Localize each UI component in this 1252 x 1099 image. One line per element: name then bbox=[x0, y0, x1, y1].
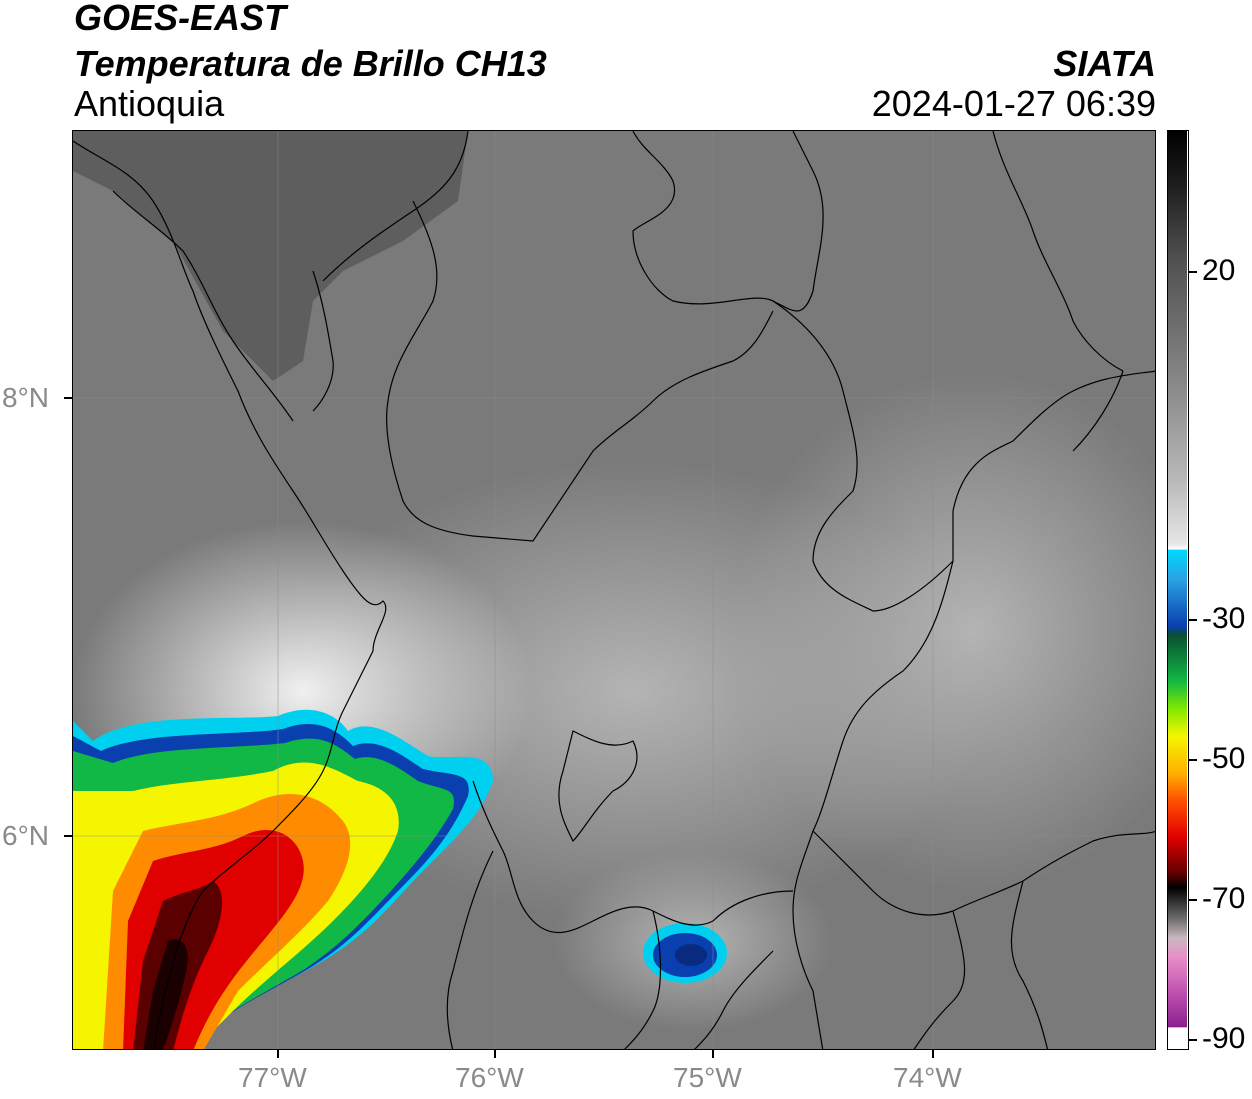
colorbar-tick bbox=[1189, 619, 1197, 621]
lat-label-8n: 8°N bbox=[2, 382, 49, 413]
lat-tick bbox=[64, 397, 72, 399]
colorbar-gradient bbox=[1168, 131, 1187, 1048]
organization-label: SIATA bbox=[1053, 43, 1156, 84]
colorbar-label-minus50: -50 bbox=[1202, 742, 1246, 775]
lon-tick bbox=[277, 1050, 279, 1058]
lat-tick bbox=[64, 835, 72, 837]
lon-label-77w: 77°W bbox=[238, 1062, 307, 1093]
lon-label-75w: 75°W bbox=[673, 1062, 742, 1093]
timestamp-label: 2024-01-27 06:39 bbox=[871, 83, 1156, 124]
storm-cell-south bbox=[643, 923, 727, 983]
map-canvas bbox=[73, 131, 1155, 1049]
lon-tick bbox=[932, 1050, 934, 1058]
lon-tick bbox=[494, 1050, 496, 1058]
graticule bbox=[73, 131, 1155, 1049]
temperature-colorbar bbox=[1167, 130, 1189, 1050]
caribbean-sea-area bbox=[73, 131, 468, 381]
colorbar-label-minus70: -70 bbox=[1202, 882, 1246, 915]
colorbar-label-minus30: -30 bbox=[1202, 602, 1246, 635]
colorbar-label-20: 20 bbox=[1202, 254, 1236, 287]
colorbar-tick bbox=[1189, 1039, 1197, 1041]
boundaries bbox=[73, 131, 1155, 1049]
east-cloud-region bbox=[733, 371, 1155, 891]
region-label: Antioquia bbox=[74, 83, 225, 124]
satellite-map bbox=[72, 130, 1156, 1050]
colorbar-tick bbox=[1189, 271, 1197, 273]
lon-label-76w: 76°W bbox=[455, 1062, 524, 1093]
product-title: Temperatura de Brillo CH13 bbox=[74, 43, 547, 84]
colorbar-tick bbox=[1189, 759, 1197, 761]
lon-label-74w: 74°W bbox=[893, 1062, 962, 1093]
colorbar-label-minus90: -90 bbox=[1202, 1022, 1246, 1055]
colorbar-tick bbox=[1189, 899, 1197, 901]
lat-label-6n: 6°N bbox=[2, 820, 49, 851]
lon-tick bbox=[712, 1050, 714, 1058]
satellite-title: GOES-EAST bbox=[74, 0, 287, 38]
